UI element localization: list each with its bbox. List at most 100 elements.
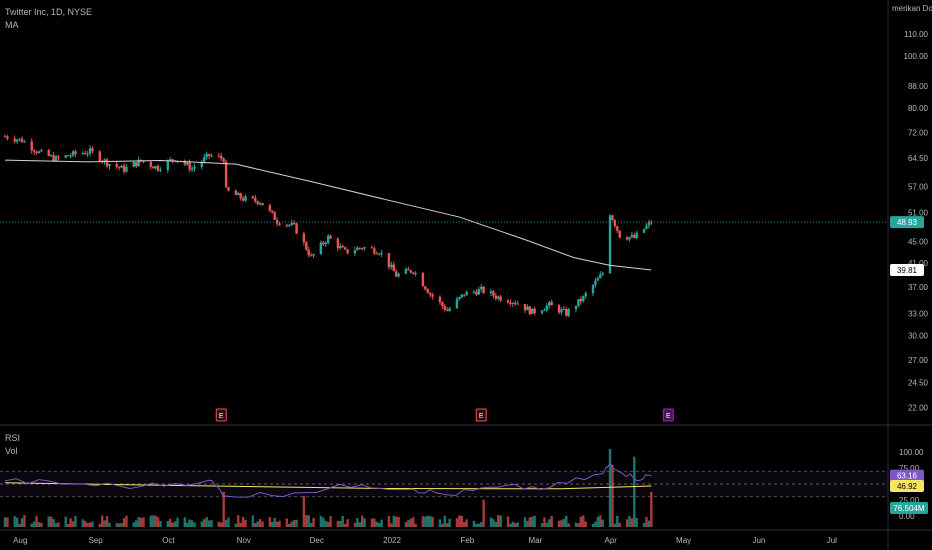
candle-body <box>54 156 58 162</box>
candle-body <box>241 198 245 201</box>
volume-bar <box>305 515 308 527</box>
rsi-tick-label: 100.00 <box>899 448 924 457</box>
candle-body <box>329 235 332 239</box>
candle-body <box>579 299 583 302</box>
earnings-marker-label: E <box>219 413 224 420</box>
volume-bar <box>207 520 211 527</box>
volume-bar <box>613 523 617 527</box>
candle-body <box>319 242 323 254</box>
volume-bar <box>407 520 410 527</box>
volume-bar <box>186 522 189 527</box>
candle-body <box>103 159 106 162</box>
volume-bar <box>429 515 432 527</box>
candle-body <box>346 249 349 254</box>
candle-body <box>186 162 189 165</box>
candle-body <box>477 289 481 295</box>
volume-bar <box>23 515 26 527</box>
candle-body <box>234 190 238 196</box>
volume-bar <box>74 515 77 527</box>
candle-body <box>3 136 7 138</box>
volume-bar <box>222 491 225 527</box>
candle-body <box>200 161 204 167</box>
candle-body <box>480 286 483 290</box>
price-tick-label: 30.00 <box>908 332 929 341</box>
volume-bar <box>526 520 529 527</box>
volume-bar <box>509 523 512 527</box>
last-price-tag <box>890 216 924 229</box>
candle-body <box>254 197 257 202</box>
candle-body <box>343 247 347 250</box>
candle-body <box>492 291 495 296</box>
candle-body <box>309 255 313 257</box>
volume-bar <box>166 520 169 527</box>
price-tick-label: 64.50 <box>908 154 929 163</box>
candle-body <box>387 253 391 267</box>
candle-body <box>273 212 276 220</box>
candle-body <box>455 299 459 309</box>
volume-bar <box>91 521 94 527</box>
candle-body <box>205 153 208 158</box>
rsi-ma-value-label: 46.92 <box>897 482 918 491</box>
volume-bar <box>156 517 160 527</box>
volume-bar <box>394 516 398 527</box>
time-axis-label: Mar <box>529 536 543 545</box>
time-axis-label: 2022 <box>383 536 401 545</box>
candle-body <box>650 222 653 224</box>
volume-bar <box>142 517 145 527</box>
candle-body <box>81 153 84 155</box>
candle-body <box>326 235 330 243</box>
candle-body <box>465 291 468 296</box>
volume-bar <box>387 516 391 527</box>
volume-bar <box>88 522 92 527</box>
volume-bar <box>431 517 434 527</box>
volume-bar <box>258 519 262 527</box>
volume-bar <box>288 523 291 527</box>
volume-bar <box>608 449 612 527</box>
candle-body <box>20 138 24 143</box>
candle-body <box>550 302 553 306</box>
time-axis-label: Oct <box>162 536 175 545</box>
volume-bar <box>103 520 106 527</box>
price-tick-label: 41.00 <box>908 259 929 268</box>
time-axis-label: Nov <box>237 536 251 545</box>
volume-bar <box>506 516 510 527</box>
candle-body <box>227 187 230 191</box>
volume-bar <box>448 518 451 527</box>
candle-body <box>397 273 400 277</box>
candle-body <box>154 165 157 169</box>
candle-body <box>66 155 70 157</box>
volume-bar <box>83 520 87 527</box>
candle-body <box>426 289 429 294</box>
candle-body <box>394 271 398 277</box>
volume-bar <box>531 516 534 527</box>
volume-bar <box>528 517 532 527</box>
candle-body <box>370 247 374 249</box>
candle-body <box>608 215 612 274</box>
volume-bar <box>363 518 366 527</box>
candle-body <box>577 299 580 307</box>
volume-bar <box>295 519 298 527</box>
volume-bar <box>650 491 653 527</box>
candle-body <box>380 253 383 255</box>
candle-body <box>52 155 55 162</box>
earnings-marker-icon <box>662 408 674 422</box>
rsi-tick-label: 25.00 <box>899 496 920 505</box>
volume-bar <box>100 515 104 527</box>
candle-body <box>115 164 118 167</box>
volume-bar <box>18 523 21 527</box>
lower-pane-legend: RSI Vol <box>5 432 20 458</box>
candle-body <box>74 151 77 154</box>
volume-bar <box>346 519 349 527</box>
candle-body <box>625 237 629 240</box>
candle-body <box>424 286 427 290</box>
candle-body <box>506 300 510 303</box>
volume-bar <box>273 517 276 527</box>
candle-body <box>13 138 16 142</box>
candle-body <box>591 284 595 294</box>
volume-bar <box>71 521 75 527</box>
volume-bar <box>47 516 50 527</box>
time-axis-label: May <box>676 536 691 545</box>
candle-body <box>489 291 493 293</box>
candle-body <box>256 201 259 204</box>
